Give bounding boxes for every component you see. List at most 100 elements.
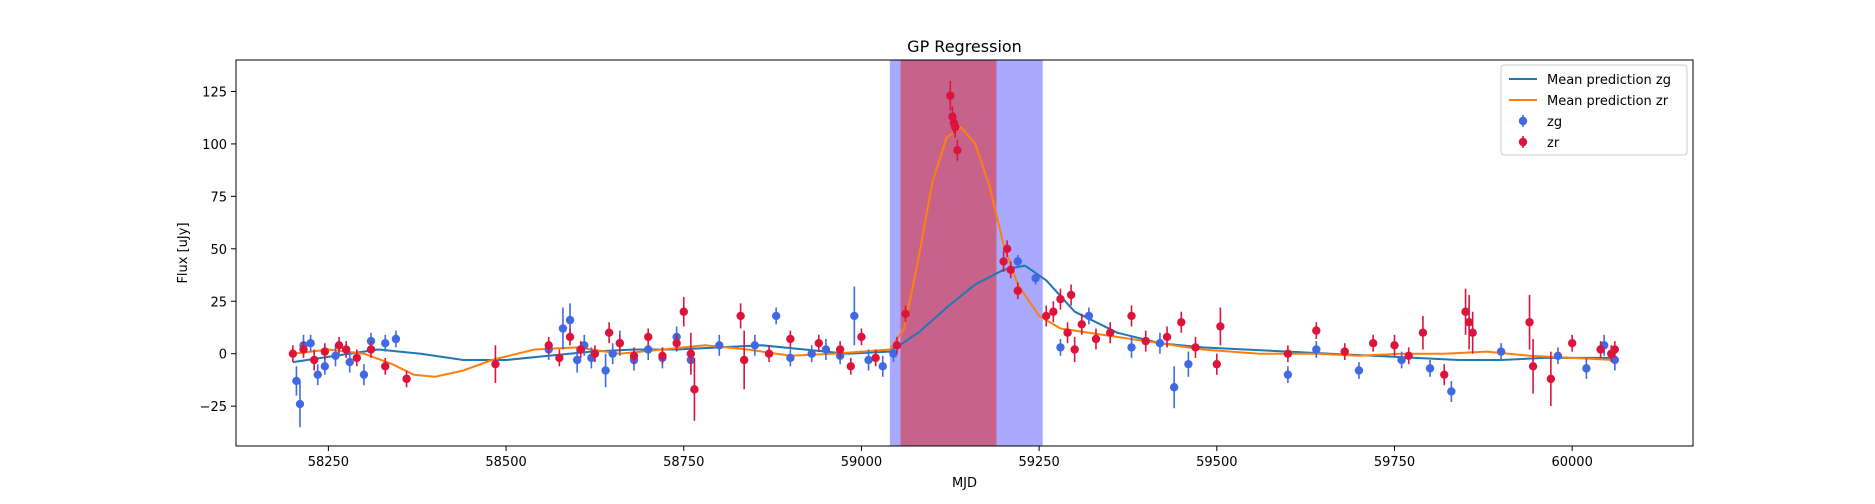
point-zr bbox=[1461, 307, 1470, 316]
point-zr bbox=[381, 362, 390, 371]
x-tick-label: 59000 bbox=[841, 455, 882, 470]
y-tick-label: 100 bbox=[202, 138, 227, 153]
point-zr bbox=[736, 311, 745, 321]
x-tick-label: 58250 bbox=[308, 455, 349, 470]
point-zg bbox=[1084, 311, 1094, 321]
y-tick-label: −25 bbox=[200, 400, 227, 415]
point-zr bbox=[1212, 359, 1222, 369]
point-zr bbox=[953, 146, 962, 155]
x-tick-label: 58500 bbox=[485, 455, 526, 470]
legend-point-swatch bbox=[1518, 116, 1528, 126]
x-tick-label: 60000 bbox=[1551, 455, 1592, 470]
band-zr bbox=[900, 60, 997, 446]
point-zr bbox=[1006, 265, 1015, 274]
point-zg bbox=[889, 349, 898, 358]
legend-frame bbox=[1500, 64, 1688, 156]
x-tick-label: 59500 bbox=[1196, 455, 1237, 470]
point-zr bbox=[1002, 244, 1012, 254]
point-zr bbox=[341, 345, 351, 354]
point-zg bbox=[306, 339, 315, 348]
point-zr bbox=[1404, 351, 1413, 360]
point-zr bbox=[320, 347, 330, 356]
point-zr bbox=[1049, 307, 1058, 316]
point-zg bbox=[771, 311, 781, 321]
point-zr bbox=[1340, 347, 1349, 356]
point-zr bbox=[814, 339, 823, 348]
point-zr bbox=[1013, 286, 1023, 295]
plot-area-frame bbox=[235, 59, 1694, 447]
point-zg bbox=[1553, 351, 1563, 360]
point-zr bbox=[604, 328, 614, 337]
point-zg bbox=[1169, 383, 1179, 392]
point-zr bbox=[835, 345, 845, 354]
point-zg bbox=[601, 366, 610, 375]
point-zr bbox=[1464, 318, 1474, 327]
point-zr bbox=[686, 349, 696, 358]
point-zg bbox=[1425, 364, 1435, 373]
x-axis-label: MJD bbox=[952, 476, 977, 491]
y-tick-label: 125 bbox=[202, 85, 227, 100]
point-zr bbox=[1216, 322, 1225, 331]
point-zr bbox=[1177, 318, 1186, 327]
point-zg bbox=[608, 349, 617, 358]
point-zr bbox=[739, 355, 749, 365]
point-zg bbox=[864, 355, 873, 365]
point-zr bbox=[1070, 345, 1079, 354]
point-zg bbox=[786, 353, 795, 363]
point-zr bbox=[1567, 339, 1577, 348]
chart-title: GP Regression bbox=[907, 37, 1022, 56]
point-zg bbox=[1496, 347, 1506, 356]
point-zg bbox=[1447, 387, 1456, 396]
point-zg bbox=[807, 349, 816, 358]
point-zg bbox=[331, 351, 340, 360]
point-zr bbox=[1162, 332, 1172, 342]
point-zr bbox=[1056, 294, 1065, 304]
point-zg bbox=[1127, 343, 1136, 352]
x-tick-label: 59250 bbox=[1018, 455, 1059, 470]
point-zr bbox=[658, 351, 667, 360]
point-zr bbox=[402, 374, 411, 384]
legend-label: Mean prediction zg bbox=[1547, 73, 1671, 88]
point-zg bbox=[313, 370, 322, 379]
y-axis-label: Flux [uJy] bbox=[176, 222, 191, 283]
point-zg bbox=[878, 362, 887, 371]
point-zg bbox=[821, 345, 831, 354]
point-zr bbox=[1091, 334, 1101, 344]
point-zr bbox=[1418, 328, 1428, 337]
point-zg bbox=[320, 362, 330, 371]
point-zr bbox=[1468, 328, 1477, 337]
point-zr bbox=[764, 349, 774, 358]
point-zg bbox=[1013, 257, 1023, 266]
points-layer bbox=[288, 80, 1620, 428]
point-zg bbox=[391, 334, 401, 344]
point-zg bbox=[850, 311, 859, 321]
point-zr bbox=[1528, 362, 1538, 371]
point-zr bbox=[951, 122, 960, 132]
point-zg bbox=[1031, 273, 1040, 283]
point-zg bbox=[1184, 359, 1193, 369]
point-zr bbox=[1368, 339, 1378, 348]
point-zr bbox=[299, 345, 308, 354]
point-zr bbox=[1106, 328, 1115, 337]
legend-label: Mean prediction zr bbox=[1547, 94, 1669, 109]
point-zr bbox=[999, 257, 1008, 266]
point-zg bbox=[1312, 345, 1321, 354]
point-zr bbox=[871, 353, 880, 363]
point-zr bbox=[590, 349, 600, 358]
point-zr bbox=[1042, 311, 1051, 321]
point-zr bbox=[1440, 370, 1449, 379]
point-zg bbox=[1283, 370, 1293, 379]
point-zr bbox=[1066, 290, 1076, 300]
x-axis: 58250 58500 58750 59000 59250 59500 59750 60000 bbox=[308, 446, 1593, 470]
point-zr bbox=[1525, 318, 1534, 327]
point-zr bbox=[690, 385, 699, 394]
point-zr bbox=[366, 345, 376, 354]
point-zr bbox=[946, 91, 955, 100]
point-zr bbox=[901, 309, 910, 319]
point-zr bbox=[1077, 320, 1086, 329]
point-zr bbox=[644, 332, 653, 342]
point-zg bbox=[381, 339, 390, 348]
point-zr bbox=[491, 359, 500, 369]
